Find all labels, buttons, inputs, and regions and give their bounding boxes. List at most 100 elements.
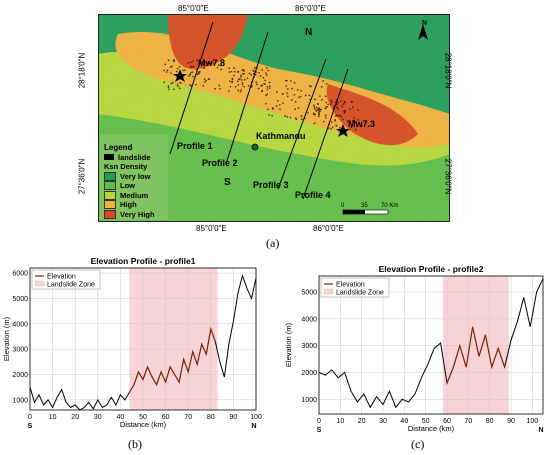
landslide-point [355,128,357,131]
bottom-axis-label-86: 86°0'0"E [313,224,344,233]
landslide-point [315,106,318,109]
landslide-point [220,68,222,71]
y-tick-label: 5000 [12,296,28,303]
legend-class-row: Medium [104,191,155,201]
profile-label-1: Profile 1 [177,141,213,151]
landslide-point [313,108,316,110]
x-tick-label: 0 [28,414,32,421]
x-tick-label: 40 [117,414,125,421]
landslide-point [259,75,262,77]
landslide-point [357,109,359,111]
landslide-point [325,106,327,108]
right-axis-label-upper: 28°18'0"N [443,52,453,89]
x-tick-label: 50 [139,414,147,421]
landslide-point [318,112,320,115]
landslide-point [271,114,273,117]
landslide-point [166,69,169,72]
caption-c: (c) [411,437,425,451]
landslide-point [330,128,332,130]
legend-class-label: Very low [120,171,151,181]
landslide-point [207,78,210,80]
landslide-point [254,67,256,69]
landslide-point [248,85,250,87]
landslide-point [177,85,179,87]
landslide-point [279,108,281,110]
landslide-point [293,94,296,96]
landslide-point [282,102,284,104]
legend-zone-label: Landslide Zone [47,282,95,289]
landslide-point [298,96,300,99]
city-label: Kathmandu [256,131,306,141]
legend-class-label: Low [120,181,135,190]
profile-label-2: Profile 2 [202,158,238,168]
landslide-point [310,85,312,88]
y-tick-label: 1000 [301,397,317,404]
legend-elevation-label: Elevation [336,282,365,289]
x-tick-label: 60 [162,414,170,421]
landslide-point [321,99,323,101]
landslide-point [195,68,198,71]
x-tick-label: 50 [422,418,430,425]
landslide-point [244,79,246,81]
landslide-point [268,81,271,84]
landslide-point [319,110,321,113]
landslide-point [202,85,205,87]
landslide-point [204,81,206,83]
landslide-point [317,109,319,111]
end-label: N [251,423,256,430]
landslide-point [257,87,260,90]
landslide-point [317,108,319,110]
landslide-point [229,85,232,88]
landslide-point [331,101,333,103]
landslide-point [233,67,235,69]
x-tick-label: 60 [443,418,451,425]
landslide-point [299,95,302,98]
landslide-point [179,87,181,90]
landslide-point [167,86,170,89]
landslide-point [228,90,230,92]
landslide-point [192,60,195,62]
landslide-point [336,103,338,106]
landslide-point [267,69,270,72]
landslide-zone-line [128,326,216,393]
landslide-point [294,101,297,103]
legend-density-title: Ksn Density [104,162,148,171]
landslide-point [250,74,252,76]
x-tick-label: 70 [184,414,192,421]
landslide-point [335,99,338,101]
x-tick-label: 0 [317,418,321,425]
landslide-point [189,73,191,76]
landslide-point [246,77,249,79]
y-tick-label: 1000 [12,397,28,404]
landslide-point [295,118,298,121]
landslide-point [175,70,178,73]
landslide-point [337,101,339,104]
landslide-point [318,107,320,109]
start-label: S [317,427,322,434]
landslide-point [203,63,205,66]
legend-class-label: Very High [120,209,155,219]
landslide-point [293,82,296,84]
landslide-point [262,76,265,79]
landslide-point [285,79,287,82]
scale-tick-70: 70 Km [381,203,399,209]
legend-zone-swatch [323,288,334,295]
chart-title: Elevation Profile - profile1 [91,256,196,266]
landslide-point [308,94,311,97]
epicenter-star-2 [336,124,350,137]
elevation-profile-chart-1: Elevation Profile - profile1 0 10 20 30 40 50 6… [2,256,262,430]
landslide-point [250,86,252,88]
elevation-profile-chart-2: Elevation Profile - profile2 0 10 20 30 40 50 6… [284,264,544,434]
legend-zone-swatch [34,280,45,287]
landslide-point [343,111,346,114]
landslide-point [323,120,325,123]
landslide-point [261,69,264,71]
landslide-point [198,73,200,75]
landslide-point [265,72,267,74]
landslide-point [233,74,235,77]
landslide-point [263,82,265,85]
landslide-point [203,78,206,80]
landslide-point [325,116,327,119]
landslide-point [318,111,320,113]
landslide-point [260,85,262,87]
